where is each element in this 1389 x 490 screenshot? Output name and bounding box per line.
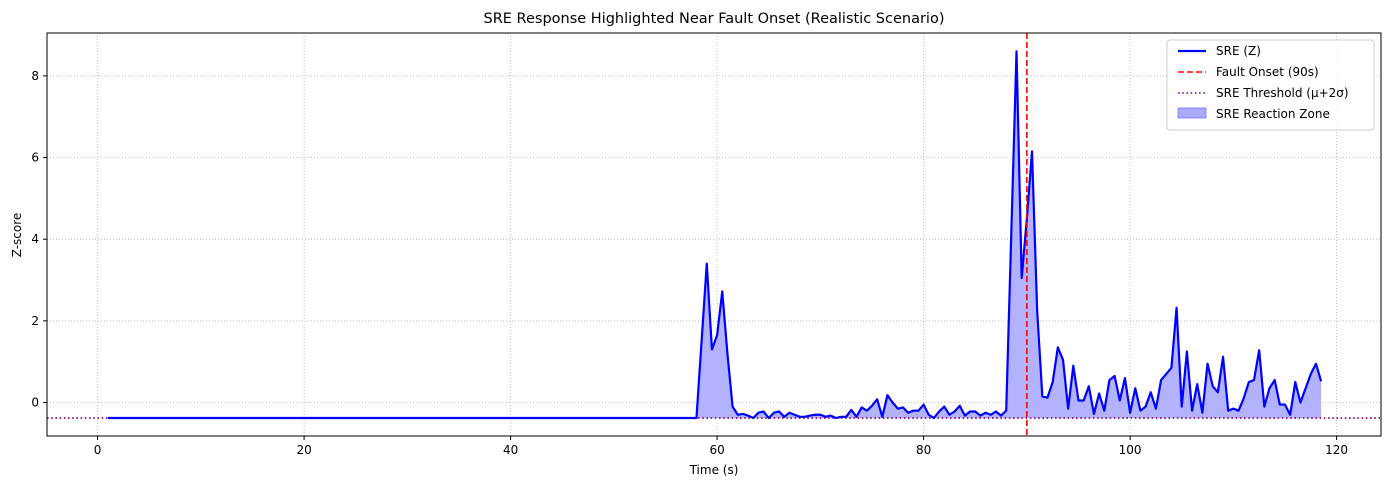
x-tick-label: 40 — [503, 443, 518, 457]
x-tick-label: 80 — [916, 443, 931, 457]
x-tick-label: 0 — [94, 443, 102, 457]
x-tick-label: 100 — [1119, 443, 1142, 457]
axes-frame — [46, 32, 1382, 437]
legend-label-reaction-zone: SRE Reaction Zone — [1216, 107, 1330, 121]
legend-box — [1166, 39, 1375, 131]
x-tick-label: 60 — [709, 443, 724, 457]
legend-label-sre: SRE (Z) — [1216, 44, 1261, 58]
x-axis-label: Time (s) — [689, 463, 739, 477]
y-axis-ticks: 0 2 4 6 8 — [31, 69, 47, 410]
y-tick-label: 4 — [31, 232, 39, 246]
legend-label-threshold: SRE Threshold (μ+2σ) — [1216, 86, 1349, 100]
y-tick-label: 8 — [31, 69, 39, 83]
legend: SRE (Z) Fault Onset (90s) SRE Threshold … — [1166, 39, 1375, 131]
legend-swatch-reaction-zone — [1177, 107, 1207, 119]
y-tick-label: 2 — [31, 314, 39, 328]
legend-label-fault-onset: Fault Onset (90s) — [1216, 65, 1319, 79]
chart-title: SRE Response Highlighted Near Fault Onse… — [484, 11, 945, 27]
plot-area — [47, 33, 1381, 436]
y-axis-label: Z-score — [10, 213, 24, 258]
x-axis-ticks: 0 20 40 60 80 100 120 — [94, 436, 1348, 457]
y-tick-label: 0 — [31, 396, 39, 410]
sre-series-line — [107, 50, 1323, 420]
x-tick-label: 120 — [1325, 443, 1348, 457]
x-tick-label: 20 — [296, 443, 311, 457]
y-tick-label: 6 — [31, 151, 39, 165]
